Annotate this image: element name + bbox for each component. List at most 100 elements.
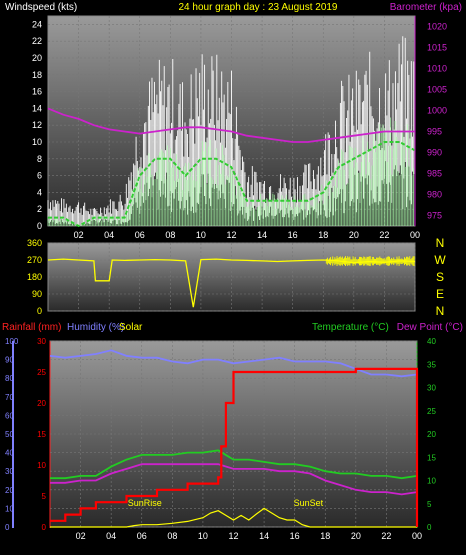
wind-average-fill	[47, 117, 414, 226]
barometer-line	[47, 107, 415, 143]
wind-xtick-label: 04	[104, 230, 114, 240]
wind-ytick-label: 10	[32, 137, 42, 147]
wind-xtick-label: 06	[135, 230, 145, 240]
temperature-line	[50, 449, 418, 480]
wind-xtick-label: 16	[288, 230, 298, 240]
direction-ytick-label: 360	[27, 238, 42, 248]
temperature-axis-title: Temperature (°C)	[312, 322, 389, 333]
direction-ytick-label: 270	[27, 255, 42, 265]
wind-xtick-label: 08	[165, 230, 175, 240]
rainfall-ytick-label: 25	[37, 368, 46, 377]
wind-ytick-label: 8	[37, 154, 42, 164]
temperature-ytick-label: 30	[427, 384, 436, 393]
solar-axis-title: Solar	[119, 322, 143, 333]
rainfall-line	[50, 367, 419, 527]
wind-ytick-label: 22	[32, 36, 42, 46]
humidity-axis-title: Humidity (%)	[67, 322, 124, 333]
wind-ytick-label: 16	[32, 87, 42, 97]
rain-xtick-label: 10	[198, 531, 208, 541]
humidity-ytick-label: 100	[5, 337, 19, 346]
barometer-ytick-label: 990	[427, 148, 442, 158]
rain-xtick-label: 16	[290, 531, 300, 541]
rain-xtick-label: 08	[167, 531, 177, 541]
wind-axis-title: Windspeed (kts)	[5, 2, 77, 13]
rain-xtick-label: 12	[228, 531, 238, 541]
wind-ytick-label: 2	[37, 204, 42, 214]
temperature-ytick-label: 0	[427, 523, 432, 532]
wind-xtick-label: 12	[226, 230, 236, 240]
compass-label: S	[436, 270, 444, 284]
wind-ytick-label: 12	[32, 120, 42, 130]
rainfall-ytick-label: 15	[37, 430, 46, 439]
wind-ytick-label: 18	[32, 70, 42, 80]
humidity-ytick-label: 50	[5, 430, 14, 439]
rain-xtick-label: 06	[137, 531, 147, 541]
temperature-ytick-label: 20	[427, 430, 436, 439]
wind-xtick-label: 18	[318, 230, 328, 240]
rain-xtick-label: 02	[76, 531, 86, 541]
barometer-ytick-label: 1005	[427, 85, 447, 95]
dewpoint-line	[50, 463, 418, 496]
barometer-ytick-label: 975	[427, 211, 442, 221]
compass-label: W	[434, 253, 446, 267]
temperature-ytick-label: 40	[427, 337, 436, 346]
humidity-ytick-label: 90	[5, 356, 14, 365]
humidity-ytick-label: 0	[5, 523, 10, 532]
rain-xtick-label: 04	[106, 531, 116, 541]
barometer-ytick-label: 995	[427, 127, 442, 137]
rain-xtick-label: 18	[320, 531, 330, 541]
temperature-ytick-label: 15	[427, 453, 436, 462]
barometer-ytick-label: 1010	[427, 64, 447, 74]
humidity-ytick-label: 70	[5, 393, 14, 402]
humidity-ytick-label: 10	[5, 504, 14, 513]
rainfall-ytick-label: 0	[42, 523, 47, 532]
rain-xtick-label: 00	[412, 531, 422, 541]
direction-ytick-label: 90	[32, 289, 42, 299]
humidity-ytick-label: 20	[5, 486, 14, 495]
wind-ytick-label: 14	[32, 103, 42, 113]
temperature-ytick-label: 10	[427, 477, 436, 486]
humidity-ytick-label: 60	[5, 411, 14, 420]
sunrise-label: SunRise	[128, 498, 162, 508]
wind-ytick-label: 24	[32, 19, 42, 29]
compass-label: E	[436, 287, 444, 301]
wind-direction-jitter	[325, 256, 415, 267]
humidity-ytick-label: 40	[5, 449, 14, 458]
rainfall-axis-title: Rainfall (mm)	[2, 322, 61, 333]
barometer-axis-title: Barometer (kpa)	[390, 2, 462, 13]
rain-xtick-label: 20	[351, 531, 361, 541]
temperature-ytick-label: 35	[427, 360, 436, 369]
rain-xtick-label: 22	[381, 531, 391, 541]
wind-xtick-label: 00	[410, 230, 420, 240]
rain-xtick-label: 14	[259, 531, 269, 541]
temperature-ytick-label: 5	[427, 500, 432, 509]
wind-ytick-label: 20	[32, 53, 42, 63]
wind-xtick-label: 10	[196, 230, 206, 240]
temperature-ytick-label: 25	[427, 407, 436, 416]
wind-xtick-label: 14	[257, 230, 267, 240]
humidity-ytick-label: 30	[5, 467, 14, 476]
wind-direction-line	[47, 258, 416, 308]
compass-label: N	[436, 236, 445, 250]
wind-ytick-label: 4	[37, 187, 42, 197]
barometer-ytick-label: 985	[427, 169, 442, 179]
direction-ytick-label: 0	[37, 306, 42, 316]
wind-ytick-label: 0	[37, 221, 42, 231]
rainfall-ytick-label: 10	[37, 461, 46, 470]
barometer-ytick-label: 980	[427, 190, 442, 200]
barometer-ytick-label: 1000	[427, 106, 447, 116]
wind-average-line	[48, 141, 416, 228]
solar-line	[50, 507, 417, 528]
wind-chart-title: 24 hour graph day : 23 August 2019	[178, 2, 337, 13]
humidity-ytick-label: 80	[5, 374, 14, 383]
sunset-label: SunSet	[294, 498, 324, 508]
direction-ytick-label: 180	[27, 272, 42, 282]
wind-ytick-label: 6	[37, 171, 42, 181]
rainfall-ytick-label: 20	[37, 399, 46, 408]
rainfall-ytick-label: 5	[42, 492, 47, 501]
barometer-ytick-label: 1020	[427, 22, 447, 32]
compass-label: N	[436, 304, 445, 318]
wind-xtick-label: 22	[379, 230, 389, 240]
dewpoint-axis-title: Dew Point (°C)	[397, 322, 463, 333]
